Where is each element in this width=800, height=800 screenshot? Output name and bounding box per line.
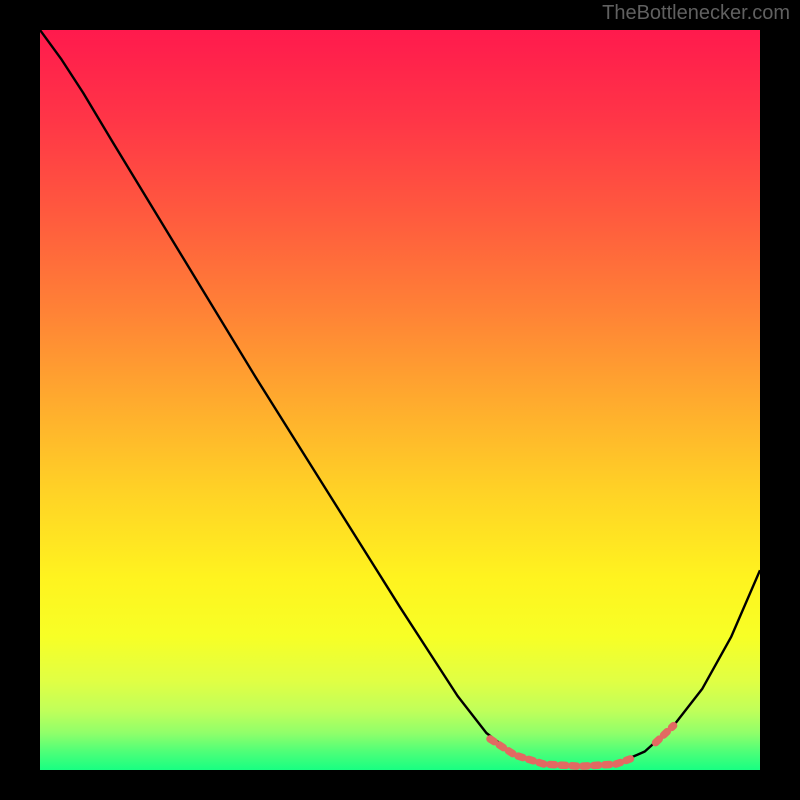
optimal-range-highlight xyxy=(490,726,674,767)
highlight-segment xyxy=(490,739,630,766)
curve-layer xyxy=(40,30,760,770)
highlight-segment xyxy=(656,726,674,743)
attribution-text: TheBottlenecker.com xyxy=(602,2,790,25)
gradient-background xyxy=(40,30,760,770)
bottleneck-curve xyxy=(40,30,760,766)
plot-area xyxy=(40,30,760,770)
